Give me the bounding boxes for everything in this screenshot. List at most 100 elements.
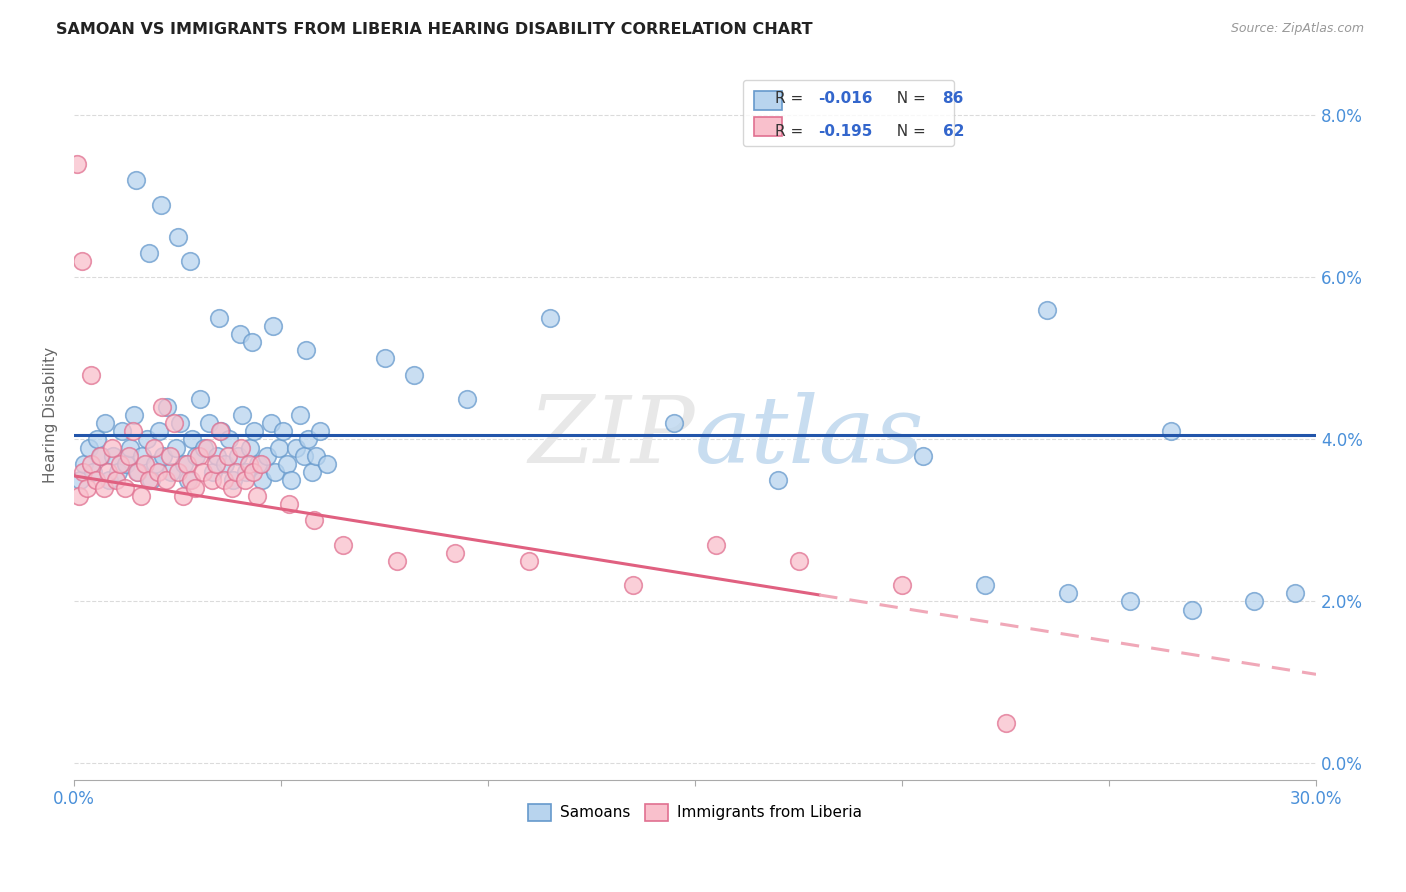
Point [138,246,160,260]
Point [205,449,228,463]
Point [1056,586,1078,600]
Point [309,425,332,439]
Point [621,578,644,592]
Text: N =: N = [887,91,931,106]
Point [228,327,250,342]
Point [84,473,107,487]
Point [235,465,257,479]
Text: R =: R = [775,124,808,139]
Point [114,481,136,495]
Point [188,392,211,406]
Point [90,449,112,463]
Point [131,449,153,463]
Point [891,578,914,592]
Point [262,319,284,334]
Point [315,457,337,471]
Point [142,441,165,455]
Point [444,546,467,560]
Point [704,538,727,552]
Point [212,473,235,487]
Point [295,343,318,358]
Point [402,368,425,382]
Point [280,473,302,487]
Point [246,489,269,503]
Point [209,425,232,439]
Point [86,433,108,447]
Point [122,425,145,439]
Y-axis label: Hearing Disability: Hearing Disability [44,347,58,483]
Point [177,473,200,487]
Point [1119,594,1142,608]
Text: 86: 86 [942,91,965,106]
Text: SAMOAN VS IMMIGRANTS FROM LIBERIA HEARING DISABILITY CORRELATION CHART: SAMOAN VS IMMIGRANTS FROM LIBERIA HEARIN… [56,22,813,37]
Point [385,554,408,568]
Point [80,457,103,471]
Point [221,481,243,495]
Text: ZIP: ZIP [529,392,695,482]
Text: 62: 62 [942,124,965,139]
Point [167,465,190,479]
Point [110,457,132,471]
Point [240,335,263,350]
Point [134,457,156,471]
Point [252,473,274,487]
Point [180,473,202,487]
Point [97,465,120,479]
Point [238,457,260,471]
Text: R =: R = [775,91,808,106]
Point [188,449,211,463]
Point [163,416,186,430]
Point [156,400,179,414]
Point [103,449,125,463]
Point [332,538,354,552]
Point [135,433,157,447]
Point [129,489,152,503]
Point [271,425,294,439]
Point [276,457,298,471]
Point [181,433,204,447]
Point [101,441,124,455]
Point [247,457,270,471]
Point [297,433,319,447]
Point [138,473,160,487]
Point [186,449,208,463]
Point [1036,302,1059,317]
Legend: Samoans, Immigrants from Liberia: Samoans, Immigrants from Liberia [522,797,869,827]
Point [152,449,174,463]
Point [229,441,252,455]
Point [143,457,166,471]
Point [173,457,195,471]
Point [179,254,201,268]
Point [107,465,129,479]
Point [165,441,187,455]
Text: -0.016: -0.016 [818,91,873,106]
Point [146,465,169,479]
Point [226,449,249,463]
Point [111,425,134,439]
Point [214,457,236,471]
Point [263,465,285,479]
Point [79,368,101,382]
Point [1160,425,1182,439]
Point [260,416,283,430]
Point [243,425,266,439]
Point [200,473,222,487]
Point [208,310,231,325]
Point [184,481,207,495]
Point [242,465,264,479]
Point [250,457,273,471]
Point [155,473,177,487]
Point [98,473,121,487]
Point [148,425,170,439]
Point [70,254,93,268]
Point [122,408,145,422]
Point [197,441,219,455]
Point [69,473,91,487]
Point [239,441,262,455]
Point [159,449,181,463]
Point [217,449,239,463]
Point [105,473,128,487]
Point [204,457,226,471]
Point [118,449,141,463]
Point [93,481,115,495]
